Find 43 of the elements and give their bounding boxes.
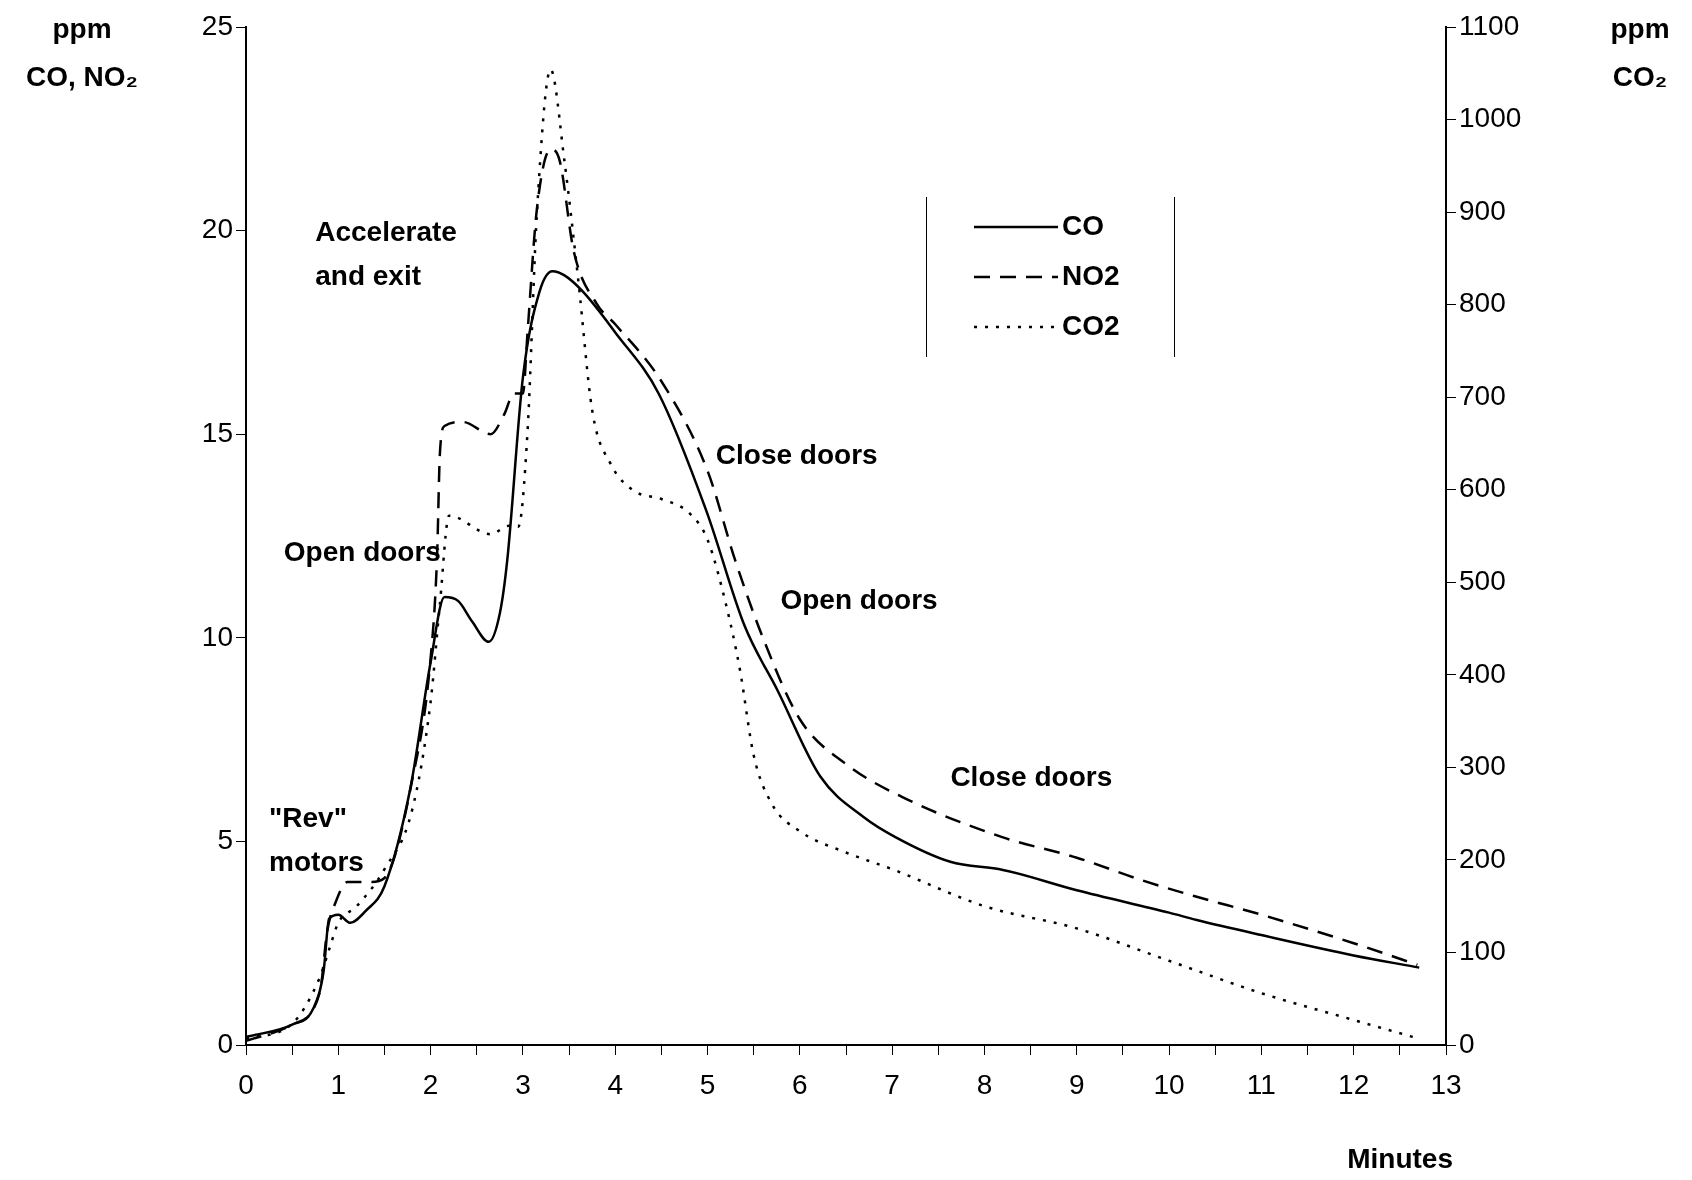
y-axis-title: ppm CO, NO₂ [26, 12, 138, 92]
y-tick-label: 5 [217, 824, 233, 856]
y2-tick-label: 200 [1459, 842, 1506, 874]
y2-tick-label: 900 [1459, 194, 1506, 226]
x-tick-label: 9 [1068, 1068, 1085, 1100]
annotation: Accelerate and exit [315, 215, 457, 291]
x-axis-title: Minutes [1347, 1142, 1453, 1174]
y2-tick-label: 800 [1459, 287, 1506, 319]
y-tick-label: 0 [217, 1027, 233, 1059]
y-tick-label: 15 [201, 416, 233, 448]
annotation: Close doors [715, 439, 878, 471]
x-tick-label: 12 [1338, 1068, 1370, 1100]
annotation: "Rev" motors [269, 802, 364, 878]
x-tick-label: 2 [422, 1068, 439, 1100]
y2-tick-label: 700 [1459, 379, 1506, 411]
x-tick-label: 5 [699, 1068, 716, 1100]
y2-tick-label: 500 [1459, 564, 1506, 596]
x-tick-label: 8 [976, 1068, 993, 1100]
y2-axis-title: ppm CO₂ [1610, 12, 1670, 92]
y-tick-label: 20 [201, 213, 233, 245]
x-tick-label: 13 [1430, 1068, 1462, 1100]
y2-tick-label: 0 [1459, 1027, 1475, 1059]
legend-label: NO2 [1062, 259, 1120, 291]
legend-label: CO2 [1062, 309, 1120, 341]
x-tick-label: 11 [1246, 1068, 1276, 1100]
x-tick-label: 6 [792, 1068, 808, 1100]
y-tick-label: 25 [201, 9, 233, 41]
y2-tick-label: 1000 [1459, 102, 1522, 134]
y2-tick-label: 100 [1459, 935, 1506, 967]
y2-tick-label: 600 [1459, 472, 1506, 504]
x-tick-label: 4 [607, 1068, 624, 1100]
y2-tick-label: 400 [1459, 657, 1506, 689]
y-tick-label: 10 [201, 620, 233, 652]
legend-label: CO [1062, 209, 1104, 241]
annotation: Close doors [950, 761, 1113, 792]
x-tick-label: 0 [238, 1068, 254, 1100]
x-tick-label: 3 [515, 1068, 531, 1100]
x-tick-label: 1 [330, 1068, 347, 1100]
y2-tick-label: 300 [1459, 750, 1506, 782]
y2-tick-label: 1100 [1459, 9, 1520, 41]
x-tick-label: 10 [1153, 1068, 1185, 1100]
annotation: Open doors [780, 583, 938, 615]
x-tick-label: 7 [884, 1068, 900, 1100]
